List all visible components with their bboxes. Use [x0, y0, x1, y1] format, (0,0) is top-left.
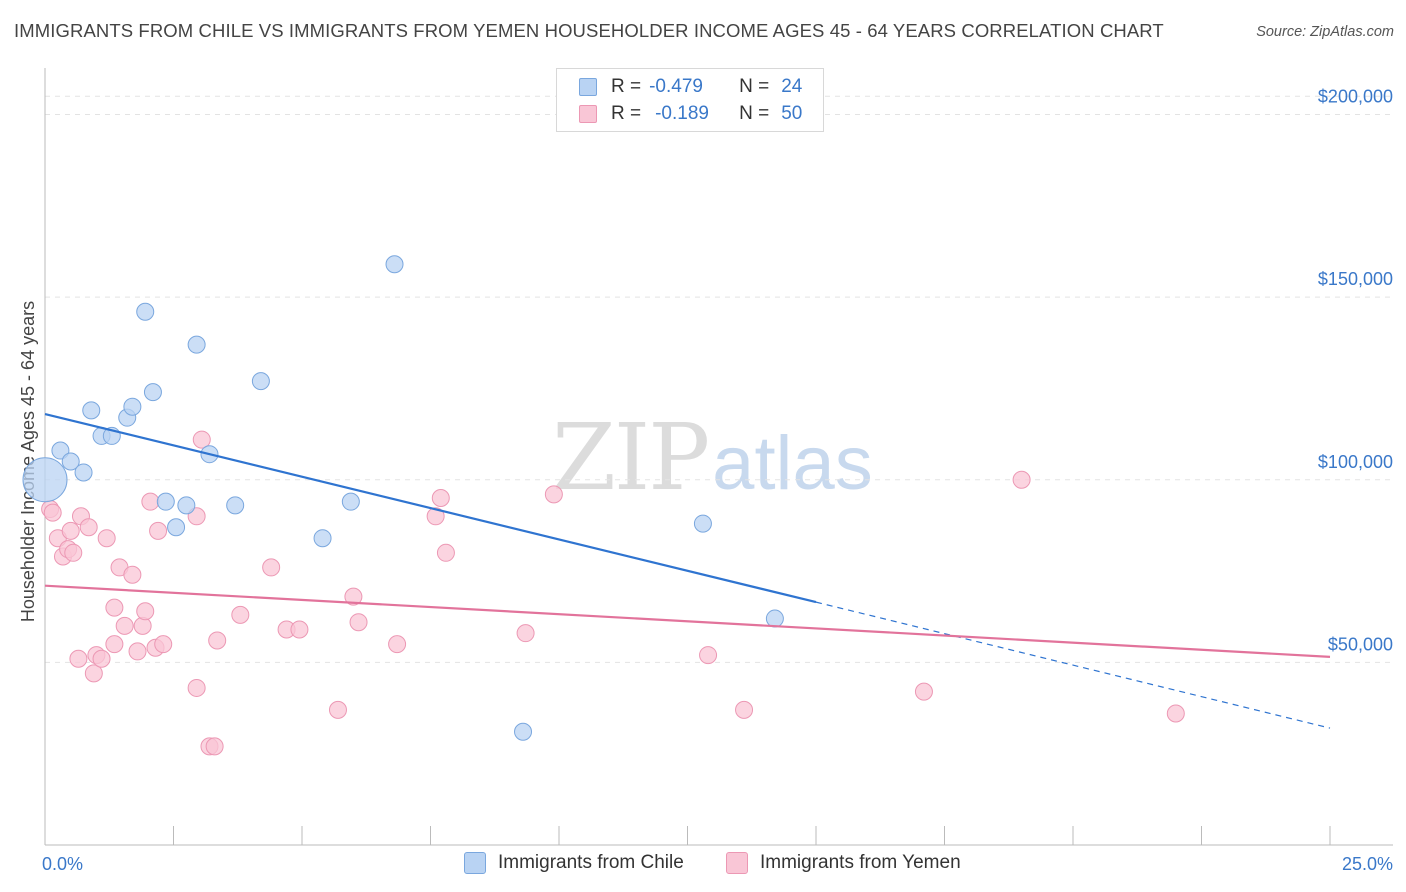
chile-point: [385, 255, 404, 274]
yemen-point: [141, 492, 160, 511]
chile-point: [143, 383, 162, 402]
x-tick-label: 0.0%: [42, 854, 83, 874]
chile-point: [156, 492, 175, 511]
series-label-yemen: Immigrants from Yemen: [760, 852, 961, 873]
y-tick-label: $200,000: [1318, 87, 1393, 107]
source-credit: Source: ZipAtlas.com: [1256, 24, 1394, 40]
chile-point: [514, 722, 533, 741]
yemen-point: [208, 631, 227, 650]
chile-point: [61, 452, 80, 471]
yemen-point: [544, 485, 563, 504]
yemen-point: [914, 682, 933, 701]
legend-r-value: -0.479: [649, 76, 703, 97]
legend-n-value: 24: [781, 76, 803, 97]
yemen-point: [97, 529, 116, 548]
x-tick-label: 25.0%: [1342, 854, 1393, 874]
yemen-point: [1166, 704, 1185, 723]
yemen-point: [105, 598, 124, 617]
chile-point: [123, 397, 142, 416]
chile-point: [313, 529, 332, 548]
yemen-point: [344, 587, 363, 606]
yemen-point: [328, 700, 347, 719]
yemen-point: [516, 624, 535, 643]
series-legend-yemen: Immigrants from Yemen: [726, 852, 961, 874]
correlation-legend: R = -0.479 N = 24 R = -0.189 N = 50: [556, 68, 824, 132]
chile-point: [187, 335, 206, 354]
yemen-point: [187, 678, 206, 697]
yemen-point: [61, 521, 80, 540]
chile-point: [177, 496, 196, 515]
chile-point: [693, 514, 712, 533]
legend-row-yemen: R = -0.189 N = 50: [579, 102, 802, 126]
yemen-point: [92, 649, 111, 668]
series-swatch-chile: [464, 852, 486, 874]
yemen-point: [231, 605, 250, 624]
legend-row-chile: R = -0.479 N = 24: [579, 75, 802, 99]
series-legend-chile: Immigrants from Chile: [464, 852, 684, 874]
y-tick-label: $50,000: [1328, 634, 1393, 654]
chile-point: [341, 492, 360, 511]
chile-point: [226, 496, 245, 515]
yemen-point: [426, 507, 445, 526]
yemen-point: [123, 565, 142, 584]
chile-point: [22, 457, 68, 503]
yemen-point: [388, 635, 407, 654]
yemen-point: [128, 642, 147, 661]
series-swatch-yemen: [726, 852, 748, 874]
y-axis-title: Householder Income Ages 45 - 64 years: [18, 301, 38, 622]
yemen-point: [192, 430, 211, 449]
yemen-point: [105, 635, 124, 654]
chile-point: [74, 463, 93, 482]
yemen-point: [64, 543, 83, 562]
yemen-point: [262, 558, 281, 577]
legend-r-label: R =: [611, 103, 642, 124]
chile-point: [167, 518, 186, 537]
yemen-point: [69, 649, 88, 668]
y-tick-label: $150,000: [1318, 269, 1393, 289]
chile-point: [136, 302, 155, 321]
series-label-chile: Immigrants from Chile: [498, 852, 684, 873]
yemen-point: [79, 518, 98, 537]
yemen-point: [84, 664, 103, 683]
yemen-point: [205, 737, 224, 756]
yemen-point: [431, 489, 450, 508]
series-legend: Immigrants from Chile Immigrants from Ye…: [0, 852, 1406, 878]
chile-point: [51, 441, 70, 460]
yemen-point: [735, 700, 754, 719]
legend-n-value: 50: [781, 103, 803, 124]
yemen-point: [43, 503, 62, 522]
yemen-point: [436, 543, 455, 562]
legend-swatch-chile: [579, 78, 597, 96]
legend-n-label: N =: [739, 103, 770, 124]
yemen-trend-line: [44, 584, 1331, 659]
legend-n-label: N =: [739, 76, 770, 97]
legend-r-label: R =: [611, 76, 642, 97]
yemen-point: [154, 635, 173, 654]
yemen-point: [133, 616, 152, 635]
chile-point: [765, 609, 784, 628]
yemen-point: [187, 507, 206, 526]
yemen-point: [349, 613, 368, 632]
chile-point: [251, 372, 270, 391]
legend-r-value: -0.189: [655, 103, 709, 124]
chile-point: [82, 401, 101, 420]
yemen-point: [149, 521, 168, 540]
yemen-point: [699, 646, 718, 665]
chile-trend-line: [44, 412, 817, 604]
yemen-point: [290, 620, 309, 639]
chart-title: IMMIGRANTS FROM CHILE VS IMMIGRANTS FROM…: [14, 20, 1164, 41]
yemen-point: [136, 602, 155, 621]
legend-swatch-yemen: [579, 105, 597, 123]
y-tick-label: $100,000: [1318, 452, 1393, 472]
yemen-point: [115, 616, 134, 635]
yemen-point: [1012, 470, 1031, 489]
chile-trend-extension: [815, 601, 1331, 729]
